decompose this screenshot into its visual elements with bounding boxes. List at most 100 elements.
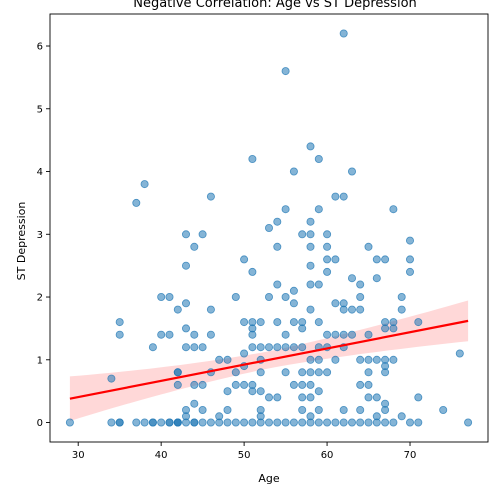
data-point bbox=[264, 418, 273, 427]
data-point bbox=[381, 418, 390, 427]
data-point bbox=[181, 261, 190, 270]
data-point bbox=[115, 418, 124, 427]
y-tick-label: 3 bbox=[37, 230, 43, 241]
x-tick-label: 60 bbox=[321, 450, 334, 461]
data-point bbox=[364, 380, 373, 389]
data-point bbox=[331, 299, 340, 308]
data-point bbox=[314, 368, 323, 377]
data-point bbox=[206, 192, 215, 201]
data-point bbox=[289, 418, 298, 427]
data-point bbox=[206, 305, 215, 314]
data-point bbox=[264, 343, 273, 352]
data-point bbox=[248, 380, 257, 389]
data-point bbox=[65, 418, 74, 427]
data-point bbox=[173, 305, 182, 314]
data-point bbox=[381, 355, 390, 364]
data-point bbox=[281, 67, 290, 76]
data-point bbox=[364, 355, 373, 364]
data-point bbox=[107, 374, 116, 383]
data-point bbox=[455, 349, 464, 358]
data-point bbox=[298, 393, 307, 402]
data-point bbox=[339, 405, 348, 414]
data-point bbox=[323, 267, 332, 276]
data-point bbox=[323, 242, 332, 251]
data-point bbox=[405, 418, 414, 427]
data-point bbox=[389, 205, 398, 214]
x-tick-label: 50 bbox=[238, 450, 251, 461]
chart-title: Negative Correlation: Age vs ST Depressi… bbox=[133, 0, 417, 11]
data-point bbox=[347, 330, 356, 339]
data-point bbox=[240, 380, 249, 389]
data-point bbox=[157, 330, 166, 339]
data-point bbox=[223, 405, 232, 414]
data-point bbox=[389, 355, 398, 364]
data-point bbox=[298, 405, 307, 414]
data-point bbox=[323, 255, 332, 264]
data-point bbox=[339, 418, 348, 427]
data-point bbox=[414, 393, 423, 402]
data-point bbox=[306, 280, 315, 289]
data-point bbox=[347, 305, 356, 314]
data-point bbox=[132, 198, 141, 207]
data-point bbox=[356, 405, 365, 414]
data-point bbox=[264, 393, 273, 402]
data-point bbox=[381, 255, 390, 264]
data-point bbox=[165, 330, 174, 339]
data-point bbox=[464, 418, 473, 427]
data-point bbox=[347, 418, 356, 427]
data-point bbox=[165, 418, 174, 427]
data-point bbox=[198, 380, 207, 389]
data-point bbox=[223, 355, 232, 364]
data-point bbox=[298, 368, 307, 377]
data-point bbox=[215, 412, 224, 421]
data-point bbox=[231, 380, 240, 389]
data-point bbox=[298, 230, 307, 239]
data-point bbox=[314, 405, 323, 414]
data-point bbox=[115, 330, 124, 339]
data-point bbox=[181, 299, 190, 308]
data-point bbox=[273, 418, 282, 427]
data-point bbox=[314, 387, 323, 396]
data-point bbox=[439, 405, 448, 414]
data-point bbox=[148, 418, 157, 427]
data-point bbox=[240, 418, 249, 427]
data-point bbox=[414, 318, 423, 327]
data-point bbox=[264, 223, 273, 232]
data-point bbox=[289, 380, 298, 389]
data-point bbox=[273, 393, 282, 402]
data-point bbox=[273, 280, 282, 289]
data-point bbox=[405, 255, 414, 264]
data-point bbox=[372, 412, 381, 421]
data-point bbox=[198, 343, 207, 352]
data-point bbox=[181, 324, 190, 333]
data-point bbox=[372, 393, 381, 402]
data-point bbox=[372, 355, 381, 364]
data-point bbox=[339, 299, 348, 308]
data-point bbox=[397, 412, 406, 421]
data-point bbox=[314, 418, 323, 427]
data-point bbox=[298, 380, 307, 389]
data-point bbox=[140, 418, 149, 427]
data-point bbox=[273, 318, 282, 327]
data-point bbox=[414, 418, 423, 427]
data-point bbox=[231, 368, 240, 377]
data-point bbox=[356, 305, 365, 314]
data-point bbox=[206, 330, 215, 339]
data-point bbox=[115, 318, 124, 327]
data-point bbox=[364, 393, 373, 402]
x-tick-label: 40 bbox=[155, 450, 168, 461]
data-point bbox=[314, 280, 323, 289]
data-point bbox=[323, 368, 332, 377]
plot-area bbox=[65, 29, 473, 427]
data-point bbox=[157, 292, 166, 301]
data-point bbox=[331, 330, 340, 339]
data-point bbox=[306, 368, 315, 377]
data-point bbox=[298, 418, 307, 427]
data-point bbox=[273, 217, 282, 226]
data-point bbox=[273, 343, 282, 352]
data-point bbox=[248, 418, 257, 427]
x-tick-label: 30 bbox=[72, 450, 85, 461]
data-point bbox=[148, 343, 157, 352]
data-point bbox=[314, 318, 323, 327]
